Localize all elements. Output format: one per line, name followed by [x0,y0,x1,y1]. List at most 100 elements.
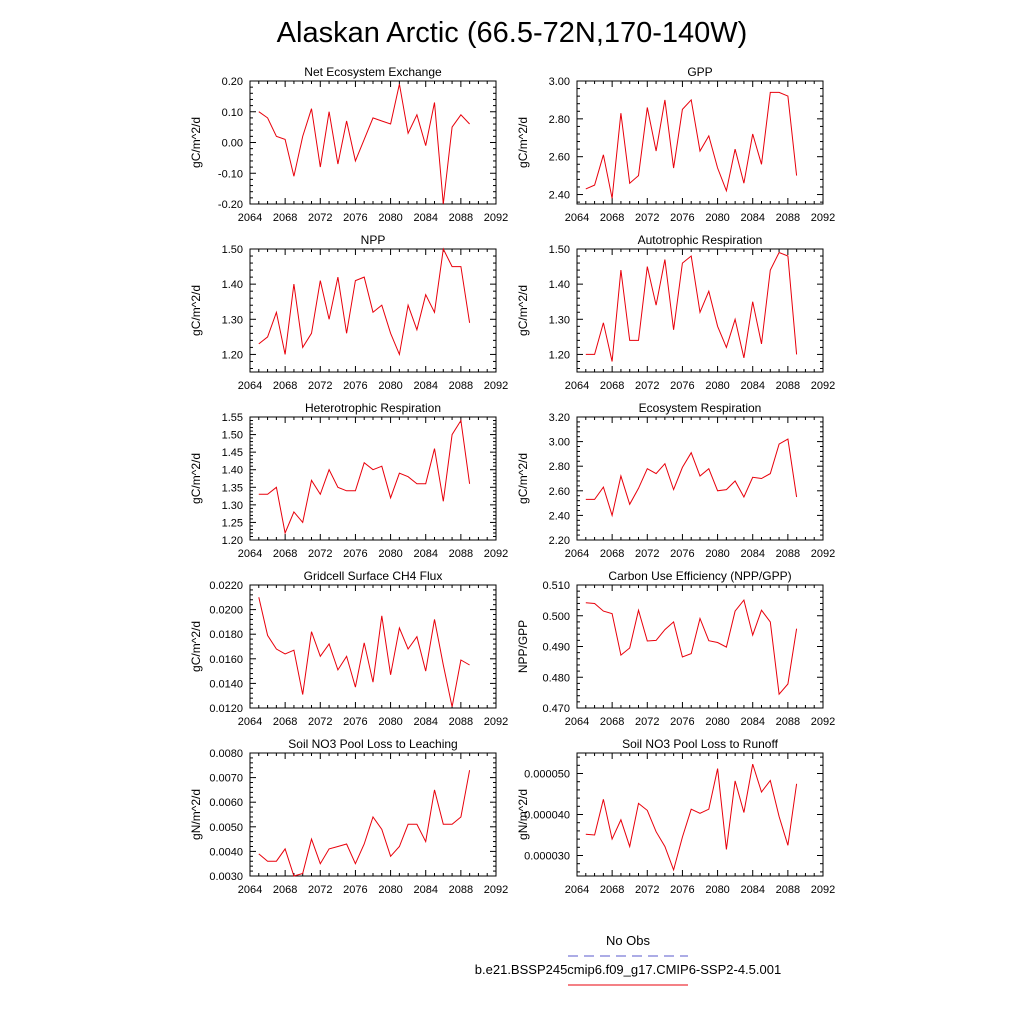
y-axis-label: gC/m^2/d [189,117,203,168]
x-tick-label: 2064 [565,884,589,896]
y-tick-label: 1.40 [222,279,243,291]
x-tick-label: 2084 [740,380,764,392]
chart-panel-4: Heterotrophic Respiration gC/m^2/d 2064 206… [189,401,508,560]
x-tick-label: 2092 [811,212,835,224]
chart-panel-0: Net Ecosystem Exchange gC/m^2/d 2064 2068 20… [189,65,508,224]
y-tick-label: 0.0120 [209,703,243,715]
x-tick-label: 2080 [378,884,402,896]
plot-frame [576,752,824,877]
x-tick-label: 2088 [776,548,800,560]
y-tick-label: 2.40 [549,190,570,202]
x-tick-label: 2084 [413,884,437,896]
x-tick-label: 2068 [600,548,624,560]
y-tick-label: 1.45 [222,447,243,459]
chart-panel-6: Gridcell Surface CH4 Flux gC/m^2/d 2064 206… [189,569,508,728]
x-tick-label: 2088 [449,380,473,392]
x-tick-label: 2076 [343,548,367,560]
y-tick-label: 1.30 [549,314,570,326]
y-tick-label: 0.10 [222,107,243,119]
y-tick-label: 0.0060 [209,797,243,809]
x-tick-label: 2088 [449,212,473,224]
y-tick-label: 1.20 [549,349,570,361]
y-tick-label: 0.500 [542,611,570,623]
x-tick-label: 2084 [740,548,764,560]
y-tick-label: 1.50 [222,430,243,442]
y-tick-label: 0.00 [222,138,243,150]
y-tick-label: 0.470 [542,703,570,715]
x-tick-label: 2064 [565,212,589,224]
series-line [585,599,798,696]
y-tick-label: -0.20 [218,199,243,211]
legend: No Obs b.e21.BSSP245cmip6.f09_g17.CMIP6-… [475,933,781,986]
x-tick-label: 2072 [635,884,659,896]
y-tick-label: 0.0200 [209,605,243,617]
x-tick-label: 2064 [565,380,589,392]
y-tick-label: 0.510 [542,580,570,592]
y-tick-label: 1.40 [549,279,570,291]
x-tick-label: 2076 [343,380,367,392]
x-tick-label: 2088 [776,380,800,392]
y-tick-label: 0.0040 [209,846,243,858]
x-tick-label: 2076 [670,716,694,728]
legend-label-model: b.e21.BSSP245cmip6.f09_g17.CMIP6-SSP2-4.… [475,962,781,977]
chart-panel-7: Carbon Use Efficiency (NPP/GPP) NPP/GPP 20… [516,569,835,728]
x-tick-label: 2076 [343,884,367,896]
x-tick-label: 2088 [449,548,473,560]
x-tick-label: 2072 [635,380,659,392]
y-tick-label: 1.20 [222,535,243,547]
x-tick-label: 2080 [705,716,729,728]
panel-title: GPP [687,65,712,79]
x-tick-label: 2068 [273,548,297,560]
panel-title: Autotrophic Respiration [638,233,763,247]
x-tick-label: 2080 [705,548,729,560]
x-tick-label: 2072 [308,884,332,896]
y-tick-label: 0.0220 [209,580,243,592]
y-tick-label: 0.000040 [524,810,570,822]
x-tick-label: 2084 [413,548,437,560]
series-line [258,770,471,877]
panels: Net Ecosystem Exchange gC/m^2/d 2064 2068 20… [189,65,835,896]
series-line [258,419,471,535]
figure-title: Alaskan Arctic (66.5-72N,170-140W) [277,17,748,49]
series-line [258,597,470,707]
y-axis-label: gC/m^2/d [516,453,530,504]
x-tick-label: 2080 [378,212,402,224]
panel-title: Heterotrophic Respiration [305,401,441,415]
x-tick-label: 2092 [484,212,508,224]
y-tick-label: 1.40 [222,465,243,477]
y-tick-label: 1.55 [222,412,243,424]
x-tick-label: 2092 [484,716,508,728]
panel-title: Carbon Use Efficiency (NPP/GPP) [608,569,791,583]
x-tick-label: 2080 [705,380,729,392]
series-line [585,438,798,518]
x-tick-label: 2084 [740,884,764,896]
series-line [258,247,471,357]
panel-title: Soil NO3 Pool Loss to Runoff [622,737,779,751]
x-tick-label: 2080 [378,548,402,560]
x-tick-label: 2068 [600,380,624,392]
y-tick-label: 0.480 [542,672,570,684]
y-tick-label: 0.0080 [209,748,243,760]
x-tick-label: 2068 [273,716,297,728]
y-tick-label: 0.0180 [209,629,243,641]
x-tick-label: 2064 [238,716,262,728]
panel-title: Soil NO3 Pool Loss to Leaching [288,737,457,751]
x-tick-label: 2064 [238,884,262,896]
x-tick-label: 2088 [776,212,800,224]
x-tick-label: 2092 [811,884,835,896]
y-tick-label: 3.00 [549,437,570,449]
chart-panel-9: Soil NO3 Pool Loss to Runoff gN/m^2/d 2064… [516,737,835,896]
x-tick-label: 2076 [670,212,694,224]
y-tick-label: 0.0070 [209,773,243,785]
y-tick-label: 1.25 [222,517,243,529]
panel-title: Ecosystem Respiration [639,401,762,415]
x-tick-label: 2084 [740,212,764,224]
x-tick-label: 2072 [635,212,659,224]
x-tick-label: 2092 [484,380,508,392]
y-tick-label: 2.80 [549,461,570,473]
x-tick-label: 2092 [811,548,835,560]
plot-frame [576,584,824,709]
x-tick-label: 2068 [273,212,297,224]
x-tick-label: 2080 [378,380,402,392]
